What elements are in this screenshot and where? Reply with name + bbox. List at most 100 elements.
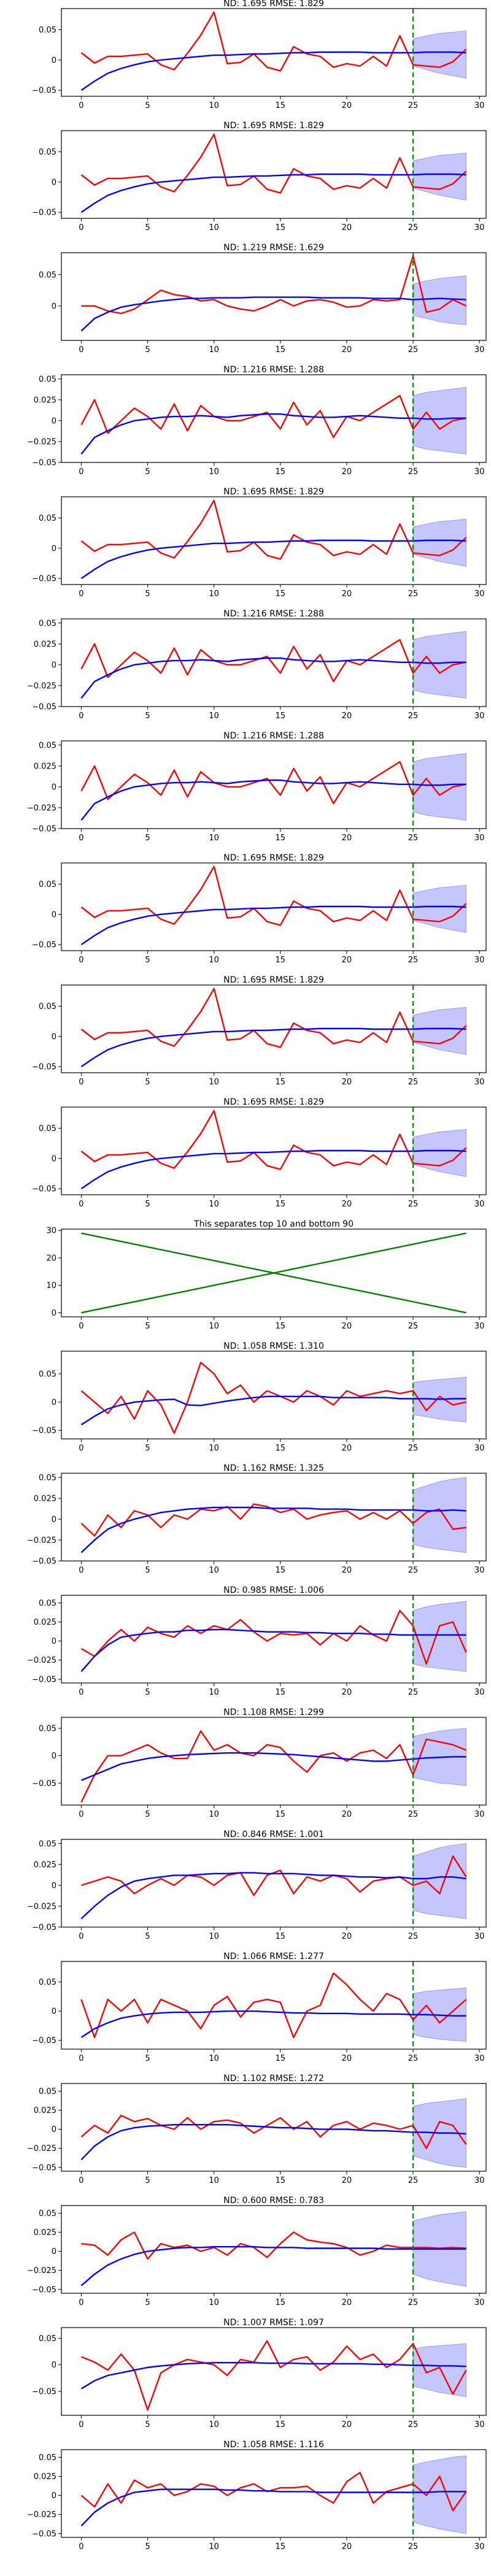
x-tick-label: 30 [474, 2054, 485, 2063]
y-tick-label: 0.05 [39, 1978, 56, 1987]
prediction-interval-band [412, 2455, 466, 2534]
y-tick-label: 0.05 [39, 1002, 56, 1011]
series-line-2 [80, 296, 466, 332]
axes-frame [61, 862, 487, 951]
series-line-2 [80, 2361, 466, 2390]
subplot-19: ND: 0.600 RMSE: 0.783 0 5 10 15 20 25 30 −0.05 −0… [27, 2196, 487, 2307]
x-tick-label: 15 [276, 2176, 286, 2185]
subplot-title: ND: 1.219 RMSE: 1.629 [223, 243, 324, 253]
y-tick-label: 0.025 [34, 1860, 56, 1869]
x-tick-label: 15 [276, 711, 286, 721]
x-tick-label: 20 [342, 223, 352, 232]
y-tick-label: 0.05 [39, 2087, 56, 2096]
x-tick-label: 15 [276, 1688, 286, 1697]
x-tick-label: 30 [474, 345, 485, 355]
x-tick-label: 0 [79, 1810, 83, 1819]
y-tick-label: 0 [52, 661, 56, 670]
series-line-2 [80, 905, 466, 946]
series-line-2 [80, 2488, 466, 2527]
x-tick-label: 30 [474, 1322, 485, 1331]
series-line-1 [80, 1110, 467, 1170]
y-tick-label: 0 [52, 1309, 56, 1318]
y-tick-label: −0.025 [27, 2266, 56, 2275]
subplot-21: ND: 1.058 RMSE: 1.116 0 5 10 15 20 25 30 −0.05 −0… [27, 2440, 487, 2551]
x-tick-label: 20 [342, 2176, 352, 2185]
subplot-title: ND: 1.695 RMSE: 1.829 [223, 0, 324, 9]
x-tick-label: 20 [342, 2054, 352, 2063]
x-tick-label: 0 [79, 223, 83, 232]
subplot-title: ND: 1.216 RMSE: 1.288 [223, 365, 324, 375]
x-tick-label: 30 [474, 1566, 485, 1575]
series-line-1 [80, 2115, 467, 2149]
x-tick-label: 30 [474, 1688, 485, 1697]
y-tick-label: 0 [52, 302, 56, 311]
y-tick-label: −0.05 [32, 575, 56, 584]
subplot-3: ND: 1.219 RMSE: 1.629 0 5 10 15 20 25 30 0 0.05 [39, 243, 487, 355]
x-tick-label: 30 [474, 1810, 485, 1819]
y-tick-label: 0.05 [39, 1473, 56, 1482]
x-tick-label: 10 [209, 2298, 219, 2307]
y-tick-label: −0.025 [27, 1656, 56, 1665]
series-line-2 [80, 173, 466, 213]
series-line-2 [80, 2245, 466, 2287]
x-tick-label: 20 [342, 345, 352, 355]
x-tick-label: 20 [342, 101, 352, 110]
y-tick-label: −0.05 [32, 2163, 56, 2172]
subplot-11: This separates top 10 and bottom 90 0 5 10 1… [46, 1219, 487, 1331]
y-tick-label: −0.05 [32, 1185, 56, 1194]
x-tick-label: 10 [209, 711, 219, 721]
prediction-interval-band [412, 1843, 466, 1919]
x-tick-label: 0 [79, 101, 83, 110]
x-tick-label: 10 [209, 467, 219, 477]
axes-frame [61, 1839, 487, 1928]
prediction-interval-band [412, 2343, 466, 2398]
series-line-2 [80, 1506, 466, 1554]
x-tick-label: 30 [474, 711, 485, 721]
y-tick-label: 0.025 [34, 396, 56, 405]
series-line-1 [80, 11, 467, 72]
y-tick-label: 0 [52, 1154, 56, 1163]
y-tick-label: 0.05 [39, 270, 56, 280]
subplot-title: ND: 0.600 RMSE: 0.783 [223, 2196, 324, 2206]
x-tick-label: 15 [276, 223, 286, 232]
axes-frame [61, 252, 487, 341]
x-tick-label: 15 [276, 2054, 286, 2063]
prediction-interval-band [412, 153, 466, 201]
x-tick-label: 10 [209, 956, 219, 965]
series-line-1 [80, 638, 466, 683]
prediction-interval-band [412, 1007, 466, 1055]
y-tick-label: 0 [52, 416, 56, 426]
x-tick-label: 20 [342, 1810, 352, 1819]
series-line-1 [81, 255, 467, 315]
y-tick-label: −0.05 [32, 1675, 56, 1684]
subplot-title: ND: 1.695 RMSE: 1.829 [223, 121, 324, 131]
subplot-title: ND: 1.216 RMSE: 1.288 [223, 731, 324, 741]
x-tick-label: 20 [342, 2420, 352, 2429]
axes-frame [61, 1473, 487, 1562]
axes-frame [61, 1351, 487, 1439]
x-tick-label: 20 [342, 1566, 352, 1575]
y-tick-label: 0.05 [39, 619, 56, 628]
x-tick-label: 15 [276, 467, 286, 477]
axes-frame [61, 2083, 487, 2172]
y-tick-label: 0.05 [39, 880, 56, 889]
x-tick-label: 20 [342, 1444, 352, 1453]
y-tick-label: 0.05 [39, 2334, 56, 2344]
series-line-2 [80, 657, 466, 699]
subplot-title: ND: 1.058 RMSE: 1.116 [223, 2440, 324, 2450]
x-tick-label: 0 [79, 2176, 83, 2185]
x-tick-label: 0 [79, 1444, 83, 1453]
y-tick-label: 0 [52, 1881, 56, 1890]
subplot-title: ND: 0.985 RMSE: 1.006 [223, 1585, 324, 1595]
y-tick-label: −0.05 [32, 1923, 56, 1933]
series-line-2 [80, 2123, 466, 2161]
x-tick-label: 15 [276, 2298, 286, 2307]
subplot-title: ND: 0.846 RMSE: 1.001 [223, 1830, 324, 1839]
x-tick-label: 25 [408, 956, 419, 965]
series-line-1 [80, 1503, 466, 1537]
y-tick-label: 0.025 [34, 640, 56, 649]
x-tick-label: 10 [209, 1078, 219, 1087]
prediction-interval-band [412, 1477, 466, 1553]
x-tick-label: 25 [408, 1688, 419, 1697]
y-tick-label: −0.05 [32, 2036, 56, 2045]
